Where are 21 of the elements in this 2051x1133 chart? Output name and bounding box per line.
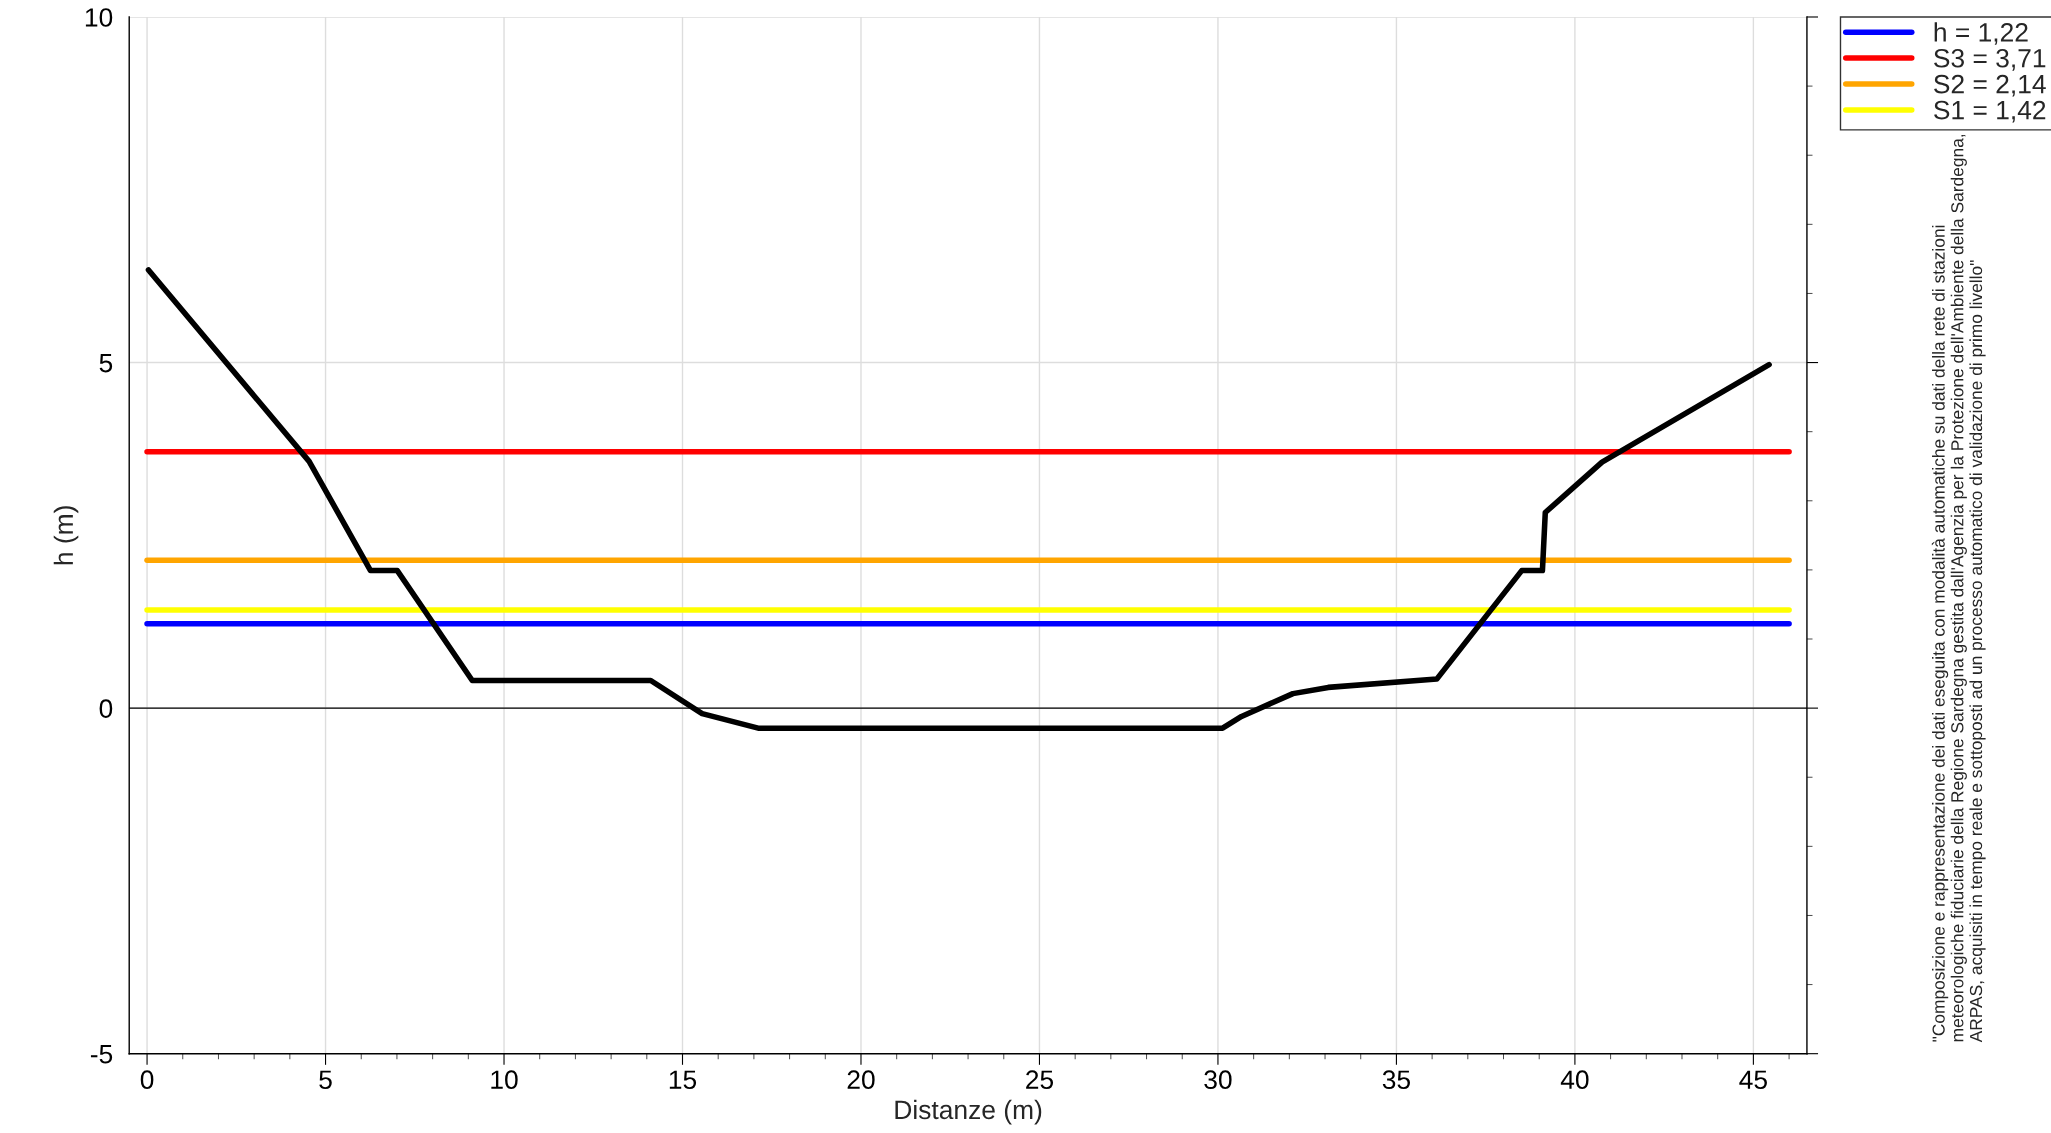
legend-label: S2 = 2,14: [1934, 74, 2046, 97]
legend-label: S3 = 3,71: [1934, 48, 2046, 71]
legend-label: S1 = 1,42: [1934, 100, 2046, 123]
x-axis-title: Distanze (m): [895, 1099, 1042, 1125]
x-tick-label: 40: [1560, 1070, 1589, 1090]
x-tick-label: 35: [1382, 1070, 1410, 1090]
x-tick-label: 20: [847, 1070, 875, 1090]
x-tick-label: 15: [669, 1070, 697, 1090]
x-tick-label: 0: [140, 1070, 154, 1090]
x-tick-label: 5: [319, 1070, 332, 1090]
y-tick-label: 0: [99, 699, 113, 718]
legend-label: h = 1,22: [1934, 22, 2028, 45]
y-tick-label: 5: [99, 353, 113, 373]
x-tick-label: 10: [491, 1070, 518, 1090]
text: "Composizione e rappresentazione dei dati eseguita con modalità automatiche su dati della rete di stazioni meteorologiche fiduciarie della Regione Sardegna gestita dall'Agenzia per la Protezione dell'Ambiente della Sardegna, ARPAS, acquisiti in tempo reale e sottoposti ad un processo automatico di validazione di primo livello": [1931, 134, 1986, 1043]
x-tick-label: 45: [1739, 1070, 1767, 1090]
y-tick-label: 10: [85, 8, 113, 27]
x-tick-label: 25: [1026, 1070, 1054, 1090]
x-tick-label: 30: [1204, 1070, 1232, 1090]
y-axis-title: h (m): [53, 506, 79, 565]
y-tick-label: -5: [90, 1045, 113, 1064]
